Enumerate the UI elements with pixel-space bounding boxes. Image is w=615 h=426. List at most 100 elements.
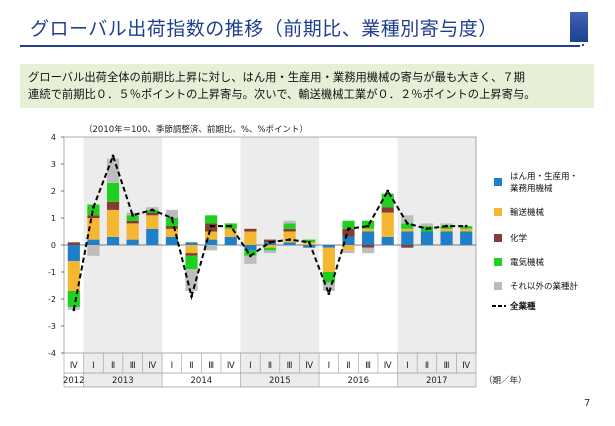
total-point <box>288 238 292 242</box>
x-tick-label: Ⅰ <box>406 361 409 371</box>
bar-segment <box>87 218 100 240</box>
bar-segment <box>322 282 335 291</box>
x-tick-label: Ⅱ <box>189 361 193 371</box>
x-tick-label: Ⅳ <box>462 361 470 371</box>
total-point <box>268 240 272 244</box>
bar-segment <box>401 228 414 232</box>
bar-segment <box>381 193 394 208</box>
y-tick-label: -1 <box>48 268 56 277</box>
y-tick-label: 2 <box>51 187 56 196</box>
legend-marker <box>494 282 502 290</box>
bar-segment <box>146 228 159 245</box>
x-tick-label: Ⅲ <box>208 361 214 371</box>
total-point <box>131 213 135 217</box>
bar-segment <box>401 223 414 229</box>
bar-segment <box>67 245 80 262</box>
bar-segment <box>342 250 355 254</box>
bar-segment <box>342 236 355 245</box>
x-tick-label: Ⅲ <box>287 361 293 371</box>
bar-segment <box>342 228 355 237</box>
x-tick-label: Ⅰ <box>171 361 174 371</box>
bar-segment <box>322 272 335 283</box>
year-label: 2014 <box>191 376 213 386</box>
bar-segment <box>244 231 257 245</box>
bar-segment <box>244 250 257 256</box>
x-tick-label: Ⅱ <box>111 361 115 371</box>
legend-marker <box>494 258 502 266</box>
x-tick-label: Ⅱ <box>268 361 272 371</box>
bar-segment <box>420 223 434 227</box>
legend-label: 輸送機械 <box>510 207 545 218</box>
bar-segment <box>67 242 80 245</box>
bar-segment <box>322 245 335 248</box>
total-point <box>386 189 390 193</box>
bar-segment <box>165 236 178 245</box>
total-point <box>405 222 409 225</box>
bar-segment <box>420 231 434 245</box>
bar-segment <box>283 223 296 229</box>
y-tick-label: 0 <box>51 241 56 250</box>
year-label: 2017 <box>426 376 448 386</box>
bar-segment <box>440 228 453 232</box>
legend-marker <box>494 208 502 216</box>
bar-segment <box>67 290 80 308</box>
bar-segment <box>87 215 100 218</box>
total-point <box>190 294 193 298</box>
legend-label: はん用・生産用・ <box>510 171 578 182</box>
legend-label: 全業種 <box>509 301 536 312</box>
total-point <box>445 224 448 228</box>
bar-segment <box>342 245 355 251</box>
page-number: 7 <box>584 398 591 409</box>
bar-segment <box>87 239 100 245</box>
y-tick-label: 4 <box>51 133 56 142</box>
bar-segment <box>165 226 178 229</box>
bar-segment <box>322 247 335 272</box>
x-tick-label: Ⅳ <box>70 361 78 371</box>
bar-segment <box>283 228 296 232</box>
bar-segment <box>205 245 218 251</box>
bar-segment <box>185 255 198 270</box>
bar-segment <box>381 212 394 237</box>
x-tick-label: Ⅳ <box>148 361 156 371</box>
bar-segment <box>244 245 257 251</box>
total-point <box>248 254 252 258</box>
total-point <box>229 224 233 228</box>
bar-segment <box>205 215 218 224</box>
total-point <box>425 227 429 231</box>
bar-segment <box>165 228 178 237</box>
corner-decoration <box>570 12 588 42</box>
year-label: 2015 <box>269 376 291 386</box>
bar-segment <box>263 247 277 251</box>
bar-segment <box>185 245 198 254</box>
page-title: グローバル出荷指数の推移（前期比、業種別寄与度） <box>30 18 498 40</box>
x-tick-label: Ⅰ <box>328 361 331 371</box>
legend-marker <box>494 234 502 242</box>
x-tick-label: Ⅰ <box>92 361 95 371</box>
bar-segment <box>165 209 178 218</box>
total-point <box>366 224 370 228</box>
y-tick-label: 1 <box>51 214 56 223</box>
summary-box: グローバル出荷全体の前期比上昇に対し、はん用・生産用・業務用機械の寄与が最も大き… <box>20 64 594 108</box>
x-axis-unit: （期／年） <box>484 375 527 386</box>
year-label: 2016 <box>347 376 369 386</box>
total-point <box>170 216 174 220</box>
bar-segment <box>106 236 120 245</box>
total-point <box>111 154 115 158</box>
legend-label: 化学 <box>510 233 528 244</box>
corner-decoration-dot <box>582 44 584 46</box>
total-point <box>209 224 213 228</box>
y-tick-label: 3 <box>51 160 56 169</box>
bar-segment <box>126 220 139 224</box>
bar-segment <box>460 228 473 232</box>
year-label: 2013 <box>112 376 134 386</box>
bar-segment <box>205 239 218 245</box>
bar-segment <box>283 220 296 224</box>
y-tick-label: -3 <box>48 322 56 331</box>
x-tick-label: Ⅳ <box>384 361 392 371</box>
y-tick-label: -2 <box>48 295 56 304</box>
bar-segment <box>224 236 237 245</box>
x-tick-label: Ⅱ <box>425 361 429 371</box>
x-tick-label: Ⅲ <box>444 361 450 371</box>
bar-segment <box>126 215 139 221</box>
bar-segment <box>381 207 394 213</box>
